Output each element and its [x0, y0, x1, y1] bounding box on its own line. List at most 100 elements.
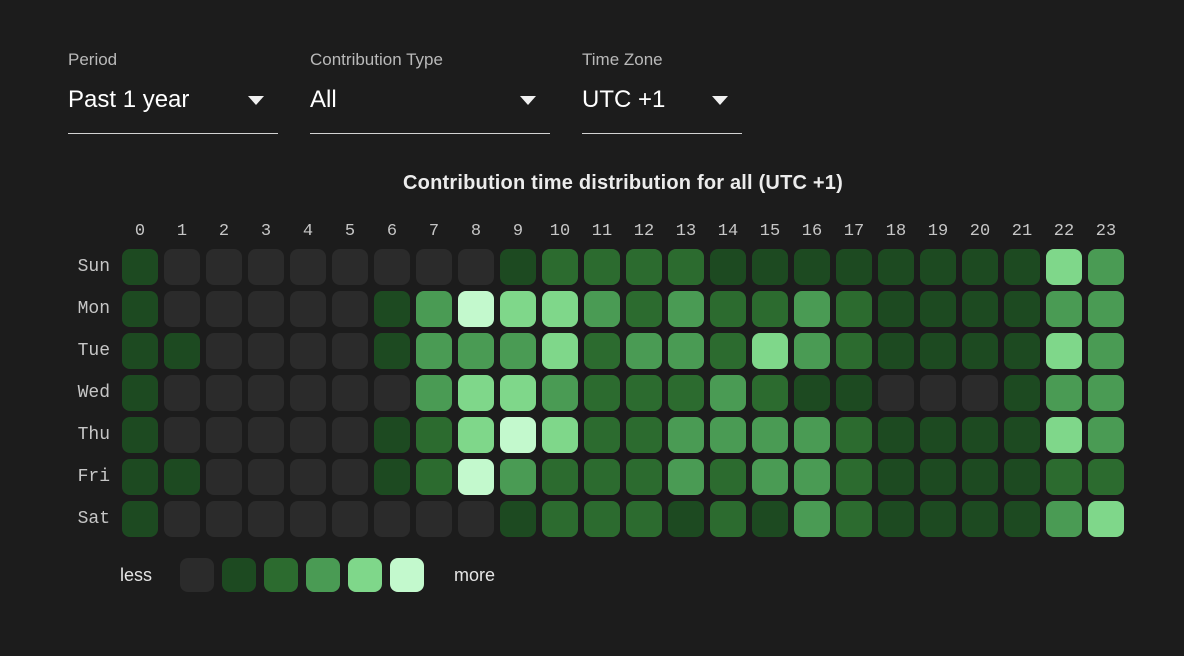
heatmap-cell	[1046, 417, 1082, 453]
heatmap-cell	[920, 459, 956, 495]
heatmap-cell	[374, 375, 410, 411]
heatmap-cell	[836, 459, 872, 495]
heatmap-cell	[458, 291, 494, 327]
heatmap-cell	[332, 375, 368, 411]
hour-axis-label: 16	[801, 222, 823, 241]
heatmap-cell	[290, 417, 326, 453]
heatmap-cell	[206, 249, 242, 285]
heatmap-cell	[458, 417, 494, 453]
heatmap-cell	[1046, 333, 1082, 369]
heatmap-cell	[1004, 333, 1040, 369]
heatmap-cell	[542, 291, 578, 327]
heatmap-cell	[542, 417, 578, 453]
heatmap-cell	[1046, 375, 1082, 411]
heatmap-cell	[1004, 501, 1040, 537]
heatmap-cell	[1004, 459, 1040, 495]
heatmap-cell	[920, 333, 956, 369]
heatmap-cell	[962, 375, 998, 411]
hour-axis-label: 0	[134, 222, 146, 241]
hour-axis-label: 15	[759, 222, 781, 241]
day-axis-label: Mon	[77, 299, 110, 319]
heatmap-cell	[878, 249, 914, 285]
legend-swatch	[348, 558, 383, 592]
heatmap-cell	[416, 249, 452, 285]
heatmap-cell	[374, 291, 410, 327]
hour-axis-label: 3	[260, 222, 272, 241]
heatmap-cell	[878, 291, 914, 327]
heatmap-cell	[626, 291, 662, 327]
heatmap-cell	[752, 375, 788, 411]
heatmap-cell	[416, 375, 452, 411]
chevron-down-icon	[248, 95, 264, 105]
heatmap-cell	[626, 417, 662, 453]
heatmap-cell	[290, 291, 326, 327]
heatmap-cell	[500, 375, 536, 411]
heatmap-cell	[794, 291, 830, 327]
day-axis-label: Fri	[77, 467, 110, 487]
heatmap-cell	[374, 333, 410, 369]
heatmap-cell	[458, 249, 494, 285]
heatmap-cell	[458, 459, 494, 495]
heatmap-cell	[206, 501, 242, 537]
heatmap-cell	[248, 459, 284, 495]
hour-axis-label: 12	[633, 222, 655, 241]
heatmap-cell	[668, 375, 704, 411]
heatmap-corner-spacer	[68, 216, 116, 243]
heatmap-cell	[962, 501, 998, 537]
hour-axis-label: 5	[344, 222, 356, 241]
heatmap-cell	[1004, 417, 1040, 453]
heatmap-cell	[290, 333, 326, 369]
heatmap-cell	[122, 375, 158, 411]
heatmap-cell	[164, 333, 200, 369]
contribution-type-dropdown[interactable]: Contribution Type All	[310, 50, 550, 134]
heatmap-cell	[248, 417, 284, 453]
legend-swatch	[306, 558, 341, 592]
heatmap-cell	[752, 333, 788, 369]
heatmap-cell	[920, 291, 956, 327]
period-select[interactable]: Past 1 year	[68, 84, 278, 134]
heatmap-cell	[374, 417, 410, 453]
heatmap-cell	[164, 249, 200, 285]
heatmap-cell	[542, 501, 578, 537]
heatmap-cell	[878, 459, 914, 495]
heatmap-cell	[668, 249, 704, 285]
heatmap-cell	[1088, 333, 1124, 369]
heatmap-cell	[122, 501, 158, 537]
heatmap-cell	[878, 333, 914, 369]
heatmap-cell	[878, 375, 914, 411]
hour-axis-label: 11	[591, 222, 613, 241]
heatmap-cell	[584, 291, 620, 327]
heatmap-cell	[164, 501, 200, 537]
contribution-type-select[interactable]: All	[310, 84, 550, 134]
heatmap-cell	[248, 333, 284, 369]
heatmap-cell	[1088, 417, 1124, 453]
heatmap-cell	[416, 333, 452, 369]
heatmap-cell	[332, 459, 368, 495]
heatmap-cell	[290, 459, 326, 495]
heatmap-cell	[710, 249, 746, 285]
heatmap-cell	[164, 375, 200, 411]
heatmap-cell	[500, 249, 536, 285]
heatmap-cell	[1046, 501, 1082, 537]
hour-axis-label: 17	[843, 222, 865, 241]
day-axis-label: Wed	[77, 383, 110, 403]
filter-controls: Period Past 1 year Contribution Type All…	[68, 50, 774, 134]
chevron-down-icon	[520, 95, 536, 105]
heatmap-cell	[1088, 291, 1124, 327]
heatmap-cell	[500, 417, 536, 453]
hour-axis-label: 6	[386, 222, 398, 241]
heatmap-cell	[332, 249, 368, 285]
heatmap-cell	[164, 417, 200, 453]
time-zone-select[interactable]: UTC +1	[582, 84, 742, 134]
heatmap-cell	[206, 417, 242, 453]
heatmap-cell	[1088, 459, 1124, 495]
time-zone-dropdown[interactable]: Time Zone UTC +1	[582, 50, 742, 134]
period-dropdown[interactable]: Period Past 1 year	[68, 50, 278, 134]
heatmap-cell	[542, 249, 578, 285]
heatmap-cell	[416, 501, 452, 537]
heatmap-cell	[458, 501, 494, 537]
heatmap-cell	[500, 291, 536, 327]
heatmap-cell	[1004, 375, 1040, 411]
heatmap-cell	[878, 417, 914, 453]
